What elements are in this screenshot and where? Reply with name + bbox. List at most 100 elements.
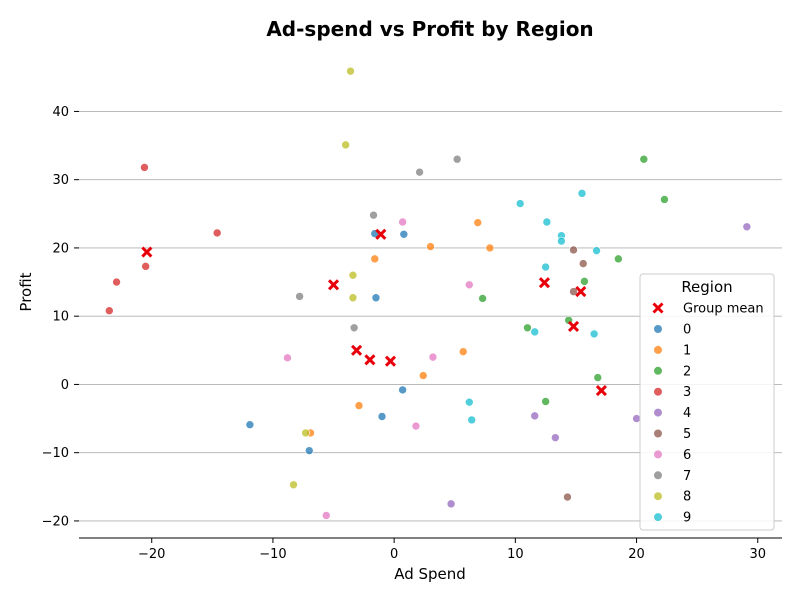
y-tick-label: −20: [42, 514, 69, 529]
legend-label-region-9: 9: [683, 511, 691, 526]
group-mean-marker-region-3: [141, 246, 153, 258]
data-point-region-1: [418, 371, 428, 380]
legend-label-region-1: 1: [683, 343, 691, 358]
data-point-region-4: [530, 411, 540, 421]
group-means: [141, 228, 607, 397]
data-point-region-1: [473, 218, 483, 227]
data-point-region-6: [321, 511, 331, 520]
x-tick-label: −20: [138, 547, 165, 562]
x-tick-label: 0: [390, 547, 398, 562]
y-tick-label: 20: [52, 241, 69, 256]
data-point-region-9: [515, 199, 525, 208]
data-point-region-2: [523, 323, 532, 333]
legend-marker-region-7: [654, 471, 662, 480]
data-point-region-8: [301, 428, 310, 438]
legend-marker-region-9: [654, 513, 662, 522]
data-point-region-6: [428, 352, 438, 362]
data-point-region-4: [551, 433, 560, 442]
y-axis-label: Profit: [17, 272, 35, 311]
legend-marker-region-4: [654, 408, 662, 417]
data-point-region-1: [426, 242, 435, 251]
legend-label-region-0: 0: [683, 323, 691, 338]
legend-marker-region-6: [654, 450, 662, 459]
data-point-region-0: [245, 420, 255, 430]
data-point-region-0: [304, 446, 314, 455]
legend-marker-region-0: [654, 325, 662, 333]
legend-box: [639, 273, 775, 531]
data-point-region-9: [557, 236, 566, 246]
data-points: [105, 66, 752, 520]
legend-marker-region-8: [654, 492, 662, 501]
data-point-region-0: [398, 385, 407, 395]
legend-label-region-5: 5: [683, 427, 691, 442]
legend-label-region-6: 6: [683, 448, 691, 463]
data-point-region-8: [346, 66, 355, 76]
data-point-region-3: [105, 306, 114, 316]
group-mean-marker-region-9: [538, 277, 550, 289]
data-point-region-9: [589, 329, 599, 339]
legend-marker-group-mean: [652, 302, 664, 314]
legend-marker-region-1: [654, 345, 662, 354]
legend-marker-region-2: [654, 366, 662, 375]
data-point-region-9: [530, 327, 540, 337]
legend-label-region-3: 3: [683, 385, 691, 400]
data-point-region-6: [398, 217, 407, 227]
data-point-region-9: [577, 189, 587, 198]
x-tick-label: −10: [259, 547, 286, 562]
data-point-region-5: [578, 259, 588, 268]
data-point-region-3: [212, 228, 222, 238]
group-mean-marker-region-6: [351, 344, 363, 356]
y-tick-label: 40: [52, 105, 69, 120]
legend-label-group-mean: Group mean: [683, 302, 764, 317]
data-point-region-6: [411, 421, 421, 431]
data-point-region-8: [341, 140, 350, 150]
data-point-region-9: [592, 246, 601, 255]
data-point-region-2: [614, 254, 623, 264]
data-point-region-5: [569, 245, 578, 255]
data-point-region-1: [354, 401, 364, 410]
data-point-region-3: [140, 163, 149, 172]
y-tick-label: 30: [52, 173, 69, 188]
chart-title: Ad-spend vs Profit by Region: [266, 17, 593, 41]
data-point-region-7: [452, 154, 462, 164]
data-point-region-5: [563, 492, 572, 502]
data-point-region-7: [295, 292, 304, 301]
legend-marker-region-3: [654, 387, 662, 396]
x-axis-label: Ad Spend: [394, 565, 466, 583]
data-point-region-2: [541, 397, 550, 406]
legend-items: Group mean 0 1 2 3 4 5 6 7 8 9: [652, 302, 764, 526]
data-point-region-7: [369, 210, 378, 220]
data-point-region-9: [464, 397, 474, 407]
x-tick-label: 10: [507, 547, 524, 562]
data-point-region-4: [446, 499, 456, 509]
group-mean-marker-region-1: [384, 355, 397, 367]
legend-label-region-7: 7: [683, 469, 691, 484]
group-mean-marker-region-7: [375, 228, 387, 240]
data-point-region-4: [632, 414, 641, 423]
data-point-region-8: [289, 480, 298, 490]
data-point-region-1: [485, 243, 495, 253]
data-point-region-3: [112, 277, 121, 287]
data-point-region-8: [348, 293, 358, 303]
data-point-region-2: [593, 373, 603, 382]
data-point-region-4: [742, 222, 752, 232]
data-point-region-1: [458, 347, 468, 356]
data-point-region-9: [542, 217, 552, 227]
data-point-region-3: [141, 262, 150, 271]
data-point-region-0: [399, 229, 409, 239]
data-point-region-7: [415, 167, 424, 177]
group-mean-marker-region-5: [575, 286, 587, 298]
y-tick-label: −10: [42, 446, 69, 461]
data-point-region-2: [639, 154, 649, 164]
data-point-region-9: [541, 262, 550, 272]
data-point-region-2: [580, 277, 589, 286]
legend-title: Region: [681, 278, 732, 296]
group-mean-marker-region-0: [364, 354, 376, 366]
data-point-region-6: [464, 280, 474, 290]
data-point-region-0: [377, 412, 387, 421]
data-point-region-8: [348, 270, 358, 280]
data-point-region-6: [283, 353, 292, 363]
data-point-region-1: [370, 254, 380, 264]
